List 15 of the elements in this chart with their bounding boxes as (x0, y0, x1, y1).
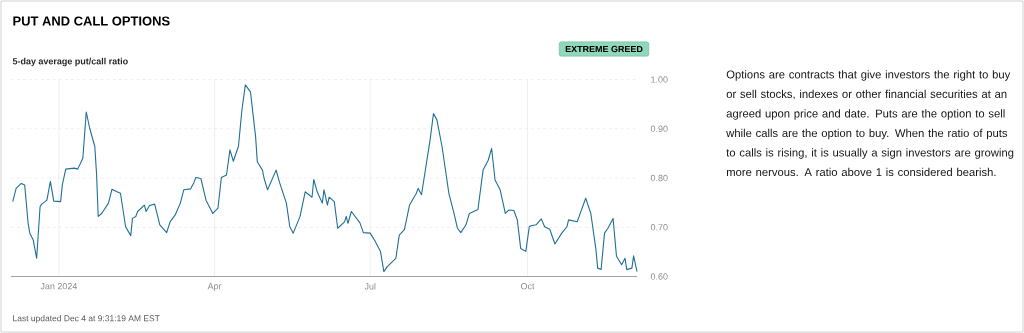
text: Options are contracts that give investors the right to buy or sell stocks, indexes or other financial securities at an agreed upon price and date. Puts are the option to sell while calls are the option to buy. When the ratio of puts to calls is rising, it is usually a sign investors are growing more nervous. A ratio above 1 is considered bearish. (726, 70, 1014, 177)
text: EXTREME GREED (565, 45, 643, 53)
y-tick-label: 0.90 (650, 125, 668, 132)
y-tick-label: 1.00 (651, 76, 668, 83)
chart-title: PUT AND CALL OPTIONS (13, 16, 170, 26)
x-tick-label: Jul (364, 283, 376, 290)
chart-subtitle: 5-day average put/call ratio (12, 57, 128, 67)
x-tick-label: Jan 2024 (40, 283, 78, 290)
y-tick-label: 0.70 (650, 224, 668, 231)
text: Last updated Dec 4 at 9:31:19 AM EST (13, 315, 160, 323)
x-tick-label: Oct (520, 283, 535, 290)
line-series (12, 84, 638, 273)
x-tick-label: Apr (207, 283, 222, 292)
y-tick-label: 0.60 (650, 273, 668, 280)
y-tick-label: 0.80 (650, 174, 668, 182)
